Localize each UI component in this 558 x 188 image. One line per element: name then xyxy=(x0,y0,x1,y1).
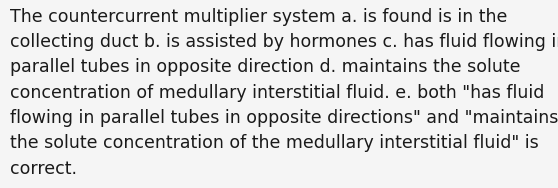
Text: flowing in parallel tubes in opposite directions" and "maintains: flowing in parallel tubes in opposite di… xyxy=(10,109,558,127)
Text: collecting duct b. is assisted by hormones c. has fluid flowing in: collecting duct b. is assisted by hormon… xyxy=(10,33,558,51)
Text: the solute concentration of the medullary interstitial fluid" is: the solute concentration of the medullar… xyxy=(10,134,539,152)
Text: The countercurrent multiplier system a. is found is in the: The countercurrent multiplier system a. … xyxy=(10,8,507,26)
Text: correct.: correct. xyxy=(10,160,77,178)
Text: parallel tubes in opposite direction d. maintains the solute: parallel tubes in opposite direction d. … xyxy=(10,58,521,76)
Text: concentration of medullary interstitial fluid. e. both "has fluid: concentration of medullary interstitial … xyxy=(10,84,545,102)
